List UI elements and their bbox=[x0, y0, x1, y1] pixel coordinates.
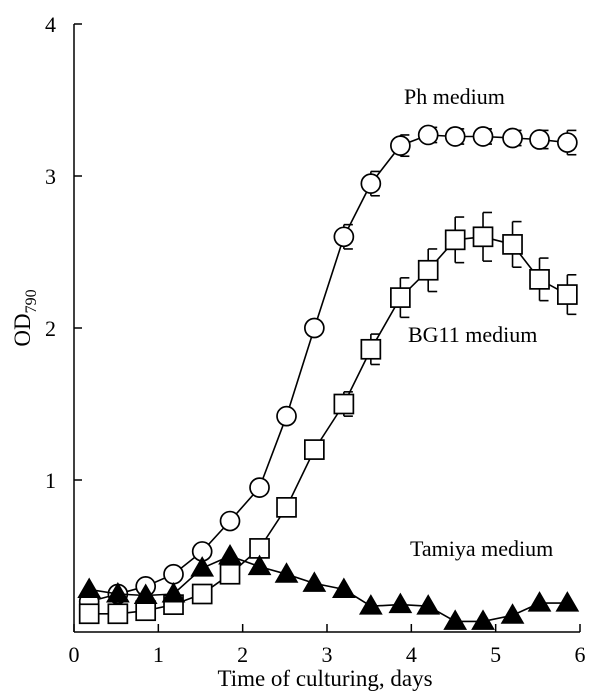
data-point-triangle bbox=[388, 592, 413, 614]
data-point-triangle bbox=[358, 594, 383, 615]
data-point-circle bbox=[333, 226, 355, 248]
x-tick-label: 0 bbox=[69, 642, 80, 667]
data-point-square bbox=[135, 600, 157, 622]
data-point-square bbox=[304, 439, 325, 460]
series-bg11-medium bbox=[78, 211, 578, 625]
data-point-circle bbox=[390, 135, 411, 156]
x-tick-label: 6 bbox=[575, 642, 586, 667]
data-point-square bbox=[191, 583, 213, 605]
data-point-square bbox=[502, 234, 523, 255]
data-point-triangle bbox=[77, 577, 102, 598]
data-point-circle bbox=[417, 124, 439, 146]
data-point-circle bbox=[556, 132, 578, 153]
series-ph-medium bbox=[78, 124, 578, 612]
data-point-triangle bbox=[443, 609, 468, 630]
data-point-triangle bbox=[218, 544, 242, 565]
x-tick-label: 2 bbox=[237, 642, 248, 667]
data-point-triangle bbox=[161, 582, 186, 603]
data-point-triangle bbox=[190, 556, 215, 577]
x-tick-label: 4 bbox=[406, 642, 417, 667]
data-point-triangle bbox=[416, 594, 441, 615]
data-point-triangle bbox=[500, 603, 525, 624]
data-point-circle bbox=[249, 477, 270, 498]
x-tick-label: 3 bbox=[322, 642, 333, 667]
data-point-circle bbox=[360, 173, 382, 194]
data-point-square bbox=[390, 287, 411, 308]
data-point-square bbox=[472, 226, 494, 248]
data-point-triangle bbox=[274, 562, 299, 583]
series-layer bbox=[77, 124, 580, 630]
data-point-square bbox=[360, 338, 382, 360]
data-point-circle bbox=[219, 510, 241, 532]
data-point-circle bbox=[529, 129, 550, 150]
series-line-tamiya-medium bbox=[89, 555, 568, 623]
data-point-circle bbox=[276, 405, 297, 427]
data-point-triangle bbox=[302, 571, 327, 592]
data-point-triangle bbox=[133, 583, 158, 605]
data-point-square bbox=[107, 603, 129, 625]
data-point-square bbox=[333, 393, 355, 415]
data-point-square bbox=[417, 259, 439, 281]
ticks: 0 1 2 3 4 5 6 1 2 3 4 bbox=[45, 12, 586, 667]
data-point-triangle bbox=[105, 582, 130, 603]
annotation-bg11-medium: BG11 medium bbox=[408, 322, 537, 347]
data-point-square bbox=[556, 284, 578, 305]
series-tamiya-medium bbox=[77, 544, 580, 630]
x-tick-label: 5 bbox=[490, 642, 501, 667]
y-tick-label: 1 bbox=[45, 468, 56, 493]
y-axis-title-subscript: 790 bbox=[23, 289, 40, 313]
x-tick-label: 1 bbox=[153, 642, 164, 667]
data-point-square bbox=[444, 229, 466, 251]
y-tick-label: 4 bbox=[45, 12, 56, 37]
data-point-triangle bbox=[331, 577, 356, 598]
data-point-square bbox=[78, 603, 100, 625]
data-point-triangle bbox=[471, 609, 495, 630]
data-point-triangle bbox=[247, 554, 272, 576]
data-point-triangle bbox=[527, 591, 552, 612]
data-point-square bbox=[276, 497, 297, 518]
y-tick-label: 3 bbox=[45, 164, 56, 189]
x-axis-title: Time of culturing, days bbox=[217, 666, 432, 691]
data-point-circle bbox=[304, 317, 325, 339]
data-point-circle bbox=[472, 126, 494, 147]
y-tick-label: 2 bbox=[45, 316, 56, 341]
data-point-circle bbox=[444, 126, 466, 147]
data-point-triangle bbox=[555, 591, 580, 612]
data-point-circle bbox=[163, 563, 184, 585]
y-axis-title-main: OD bbox=[10, 313, 35, 346]
data-point-circle bbox=[502, 127, 523, 149]
annotation-ph-medium: Ph medium bbox=[404, 84, 505, 109]
y-axis-title: OD790 bbox=[10, 289, 40, 346]
data-point-square bbox=[219, 563, 241, 585]
series-line-ph-medium bbox=[88, 134, 568, 603]
annotation-tamiya-medium: Tamiya medium bbox=[410, 536, 553, 561]
data-point-square bbox=[529, 269, 550, 290]
